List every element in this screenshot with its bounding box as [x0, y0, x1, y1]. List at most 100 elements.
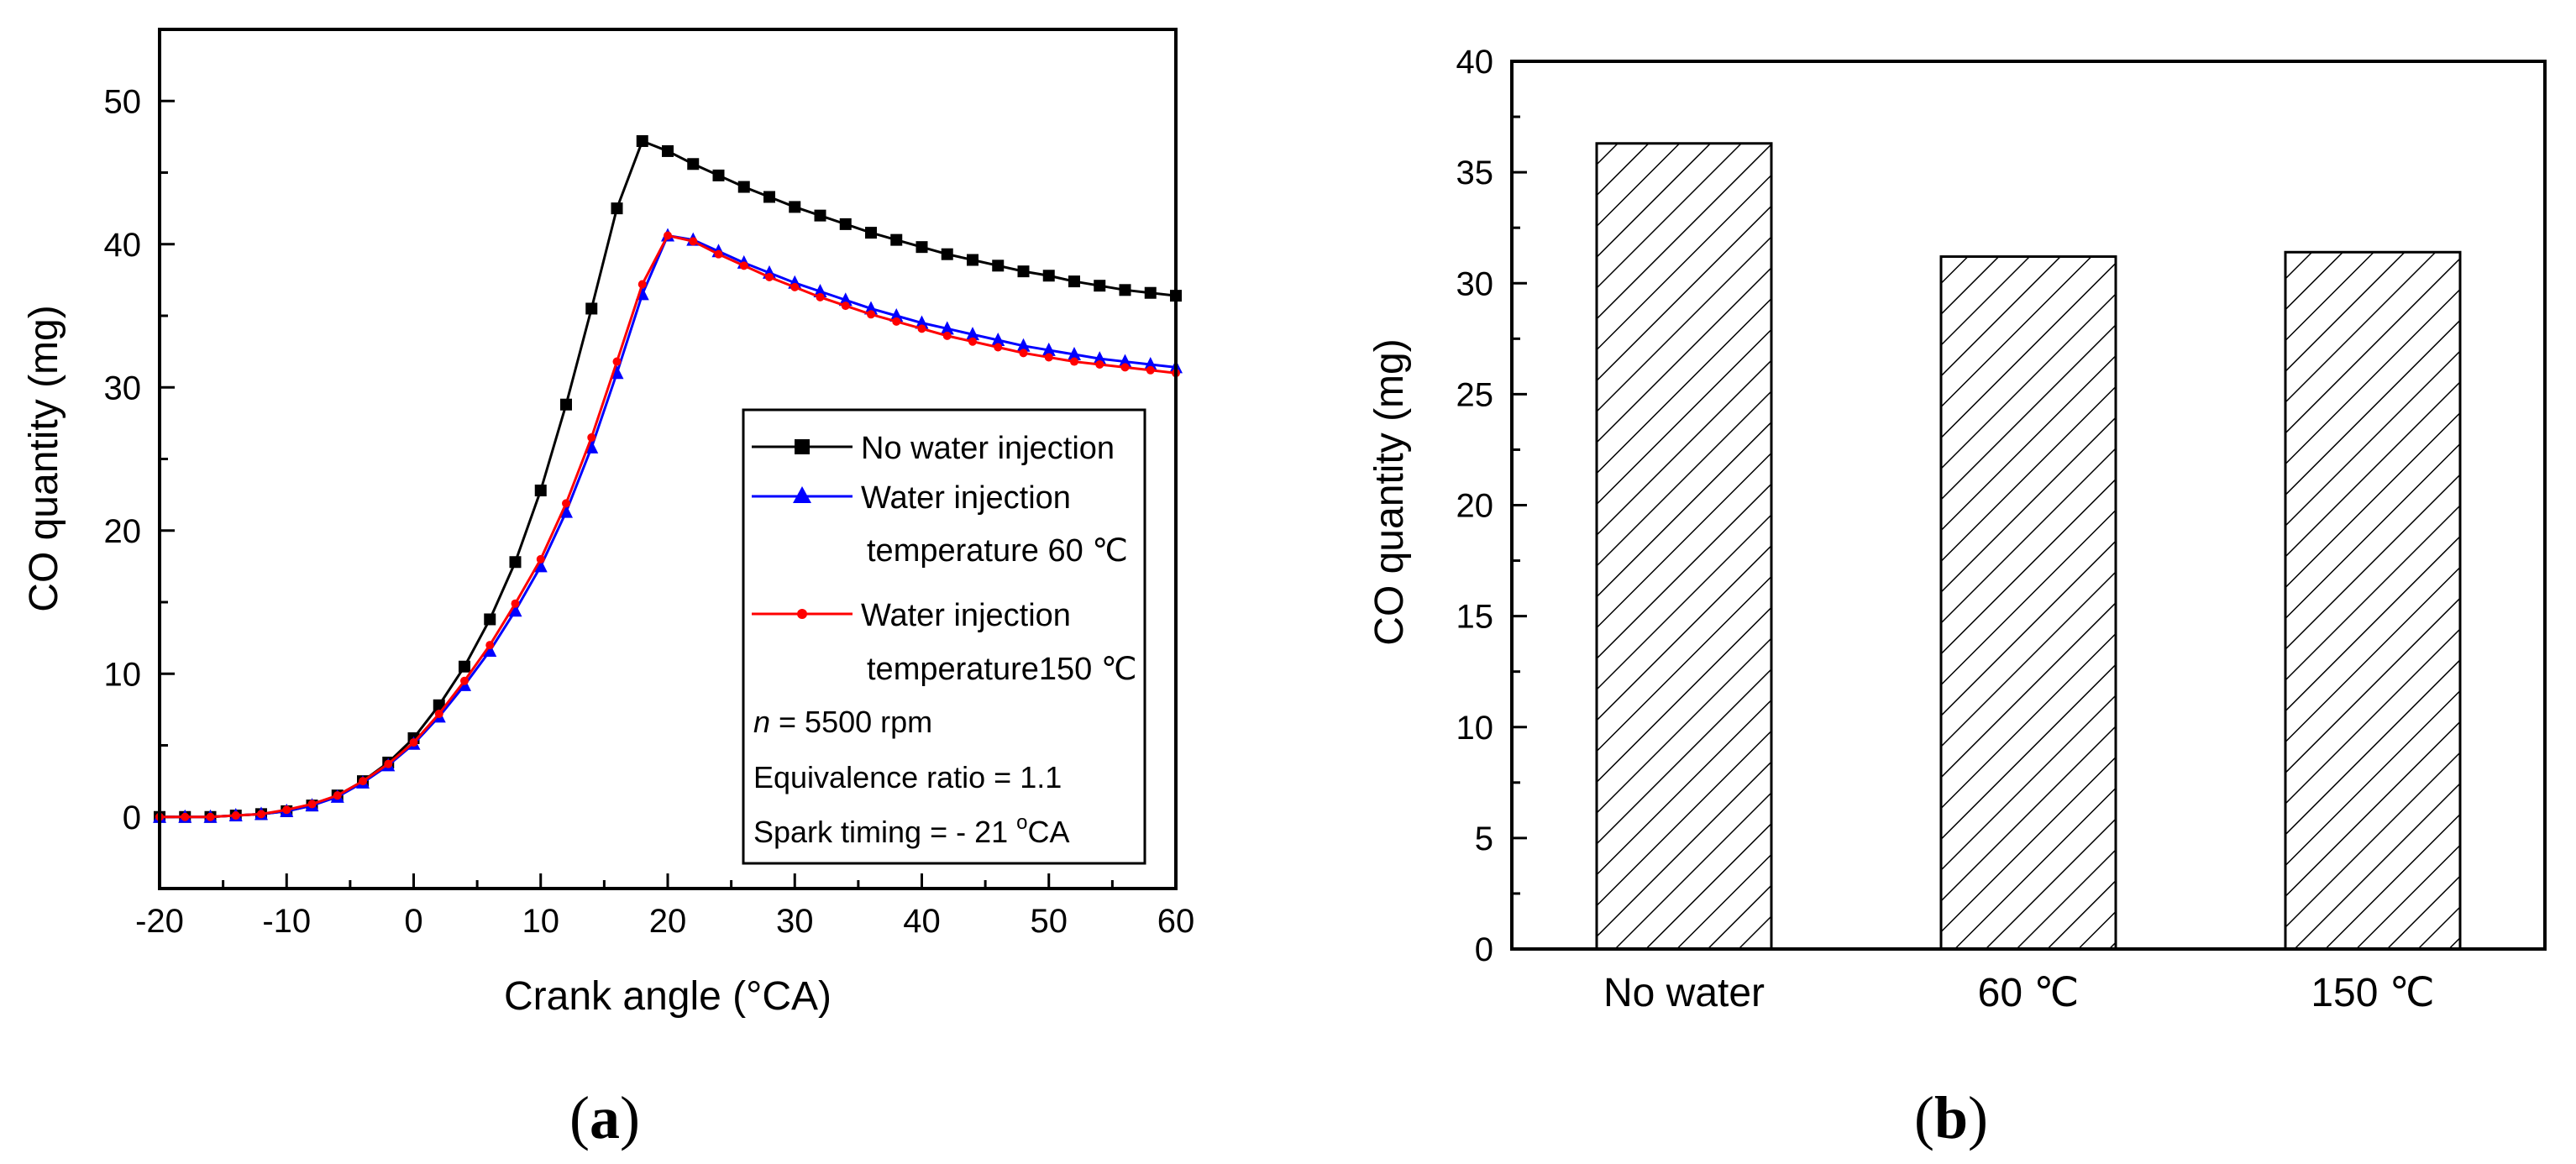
legend-label-150-line1: Water injection [861, 598, 1071, 633]
data-point-square [814, 209, 826, 222]
data-point-triangle [966, 327, 979, 341]
note-rpm-value: = 5500 rpm [770, 705, 932, 739]
data-point-square [560, 398, 572, 411]
a-y-tick-label: 20 [104, 513, 142, 550]
data-point-square [459, 660, 470, 673]
data-point-dot [409, 738, 418, 747]
data-point-triangle [1068, 347, 1081, 361]
data-point-dot [434, 709, 443, 718]
data-point-triangle [864, 301, 878, 315]
panel-a-label: (a) [569, 1084, 640, 1151]
legend-label-60-line1: Water injection [861, 480, 1071, 516]
data-point-dot [562, 499, 570, 508]
data-point-square [1042, 270, 1055, 282]
data-point-dot [664, 231, 672, 240]
a-x-tick-label: 30 [776, 903, 814, 940]
data-point-dot [359, 777, 367, 786]
data-point-dot [994, 343, 1003, 352]
data-point-dot [968, 337, 977, 346]
data-point-square [916, 241, 928, 254]
a-y-tick-label: 40 [104, 227, 142, 264]
a-y-tick-label: 50 [104, 83, 142, 120]
panel-b-letter: b [1934, 1084, 1968, 1151]
legend-entry-150: Water injection temperature150 ℃ [752, 598, 1137, 687]
b-y-tick-label: 20 [1456, 488, 1494, 525]
data-point-dot [333, 791, 342, 800]
data-point-dot [1019, 349, 1028, 358]
b-y-tick-label: 30 [1456, 265, 1494, 302]
data-point-triangle [559, 504, 573, 518]
panel-b-label: (b) [1914, 1084, 1988, 1151]
series-150 [155, 231, 1180, 821]
legend-label-150-line2: temperature150 ℃ [867, 652, 1137, 687]
data-point-square [737, 181, 750, 193]
b-y-tick-label: 40 [1456, 44, 1494, 81]
data-point-dot [765, 272, 774, 281]
legend-marker-square [795, 439, 810, 454]
note-rpm: n = 5500 rpm [753, 705, 932, 739]
a-legend: No water injection Water injection tempe… [742, 408, 1146, 865]
data-point-dot [511, 599, 520, 608]
data-point-dot [841, 301, 850, 311]
data-point-dot [1044, 353, 1053, 362]
legend-entry-60: Water injection temperature 60 ℃ [752, 480, 1128, 569]
data-point-square [763, 191, 775, 203]
b-tick-labels: No water 60 ℃ 150 ℃ 0 5 10 15 20 25 30 35 40 [1456, 44, 2435, 1015]
data-point-dot [689, 237, 698, 246]
data-point-dot [816, 292, 825, 301]
b-y-axis-label: CO quantity (mg) [1367, 338, 1412, 645]
b-y-tick-label: 35 [1456, 155, 1494, 191]
data-point-dot [1095, 359, 1104, 369]
data-point-dot [181, 812, 190, 821]
data-point-dot [612, 357, 622, 366]
a-y-tick-label: 30 [104, 370, 142, 406]
data-point-square [636, 134, 648, 147]
data-point-square [890, 233, 903, 246]
b-y-tick-label: 0 [1475, 931, 1493, 968]
data-point-square [941, 248, 953, 260]
data-point-dot [206, 812, 215, 821]
data-point-triangle [483, 642, 497, 657]
data-point-dot [384, 759, 393, 768]
data-point-dot [485, 641, 495, 650]
b-category-label: No water [1603, 971, 1765, 1015]
a-x-tick-label: 60 [1157, 903, 1195, 940]
b-y-tick-label: 25 [1456, 376, 1494, 413]
legend-label-no-water: No water injection [861, 431, 1115, 466]
data-point-dot [536, 554, 545, 564]
data-point-square [839, 218, 852, 230]
data-point-dot [1146, 365, 1155, 375]
b-category-label: 60 ℃ [1978, 971, 2080, 1015]
legend-marker-triangle [793, 486, 811, 503]
legend-entry-no-water: No water injection [752, 431, 1115, 466]
data-point-square [1017, 265, 1030, 278]
data-point-dot [790, 282, 800, 291]
data-point-square [509, 556, 522, 569]
data-point-dot [739, 261, 748, 270]
a-y-tick-label: 0 [123, 800, 141, 836]
data-point-dot [1070, 357, 1078, 366]
data-point-dot [637, 280, 647, 289]
data-point-dot [257, 810, 265, 819]
data-point-triangle [813, 284, 827, 298]
data-point-triangle [585, 439, 599, 454]
data-point-triangle [889, 308, 904, 322]
b-axis-ticks [1512, 60, 1527, 951]
data-point-square [1119, 284, 1131, 296]
a-tick-labels: -20 -10 0 10 20 30 40 50 60 0 10 20 30 40 50 [104, 83, 1195, 940]
data-point-dot [867, 310, 875, 319]
a-x-tick-label: 0 [404, 903, 422, 940]
data-point-dot [942, 331, 952, 340]
legend-label-60-line2: temperature 60 ℃ [867, 533, 1128, 569]
b-y-tick-label: 5 [1475, 821, 1493, 857]
data-point-square [534, 485, 547, 497]
chart-panel-b: No water 60 ℃ 150 ℃ 0 5 10 15 20 25 30 35 40 CO qua… [1367, 44, 2547, 1151]
data-point-dot [460, 676, 469, 685]
a-y-tick-label: 10 [104, 656, 142, 693]
data-point-square [484, 613, 496, 626]
data-point-dot [917, 324, 926, 333]
a-x-axis-label: Crank angle (°CA) [504, 974, 832, 1019]
data-point-dot [714, 249, 723, 259]
a-x-tick-label: -10 [262, 903, 311, 940]
